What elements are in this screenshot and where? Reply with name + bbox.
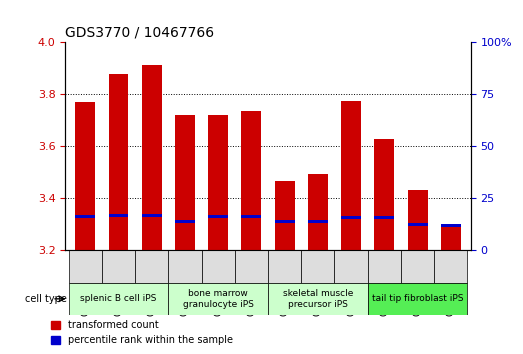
- FancyBboxPatch shape: [235, 250, 268, 282]
- Bar: [275, 220, 294, 223]
- Text: skeletal muscle
precursor iPS: skeletal muscle precursor iPS: [283, 289, 353, 309]
- Bar: [374, 216, 394, 219]
- Bar: [407, 190, 427, 250]
- FancyBboxPatch shape: [201, 250, 235, 282]
- FancyBboxPatch shape: [368, 250, 401, 282]
- Text: cell type: cell type: [25, 294, 67, 304]
- Bar: [142, 213, 162, 217]
- FancyBboxPatch shape: [69, 282, 168, 315]
- Bar: [341, 216, 361, 219]
- Bar: [75, 215, 95, 218]
- FancyBboxPatch shape: [301, 250, 335, 282]
- Bar: [175, 220, 195, 223]
- Bar: [341, 101, 361, 250]
- Text: tail tip fibroblast iPS: tail tip fibroblast iPS: [372, 294, 463, 303]
- Legend: transformed count, percentile rank within the sample: transformed count, percentile rank withi…: [47, 316, 237, 349]
- Bar: [407, 223, 427, 226]
- Text: GDS3770 / 10467766: GDS3770 / 10467766: [65, 26, 214, 40]
- Bar: [175, 115, 195, 250]
- FancyBboxPatch shape: [102, 250, 135, 282]
- FancyBboxPatch shape: [168, 282, 268, 315]
- Bar: [142, 64, 162, 250]
- Bar: [208, 215, 228, 218]
- Bar: [308, 220, 328, 223]
- Bar: [208, 115, 228, 250]
- Text: bone marrow
granulocyte iPS: bone marrow granulocyte iPS: [183, 289, 254, 309]
- Bar: [242, 215, 262, 218]
- FancyBboxPatch shape: [69, 250, 102, 282]
- FancyBboxPatch shape: [135, 250, 168, 282]
- Bar: [441, 225, 461, 250]
- Bar: [275, 181, 294, 250]
- FancyBboxPatch shape: [268, 282, 368, 315]
- Bar: [75, 102, 95, 250]
- Bar: [374, 138, 394, 250]
- FancyBboxPatch shape: [268, 250, 301, 282]
- Bar: [308, 173, 328, 250]
- FancyBboxPatch shape: [168, 250, 201, 282]
- Text: splenic B cell iPS: splenic B cell iPS: [81, 294, 157, 303]
- FancyBboxPatch shape: [368, 282, 468, 315]
- Bar: [109, 213, 129, 217]
- Bar: [441, 224, 461, 227]
- FancyBboxPatch shape: [401, 250, 434, 282]
- FancyBboxPatch shape: [335, 250, 368, 282]
- Bar: [242, 111, 262, 250]
- FancyBboxPatch shape: [434, 250, 468, 282]
- Bar: [109, 74, 129, 250]
